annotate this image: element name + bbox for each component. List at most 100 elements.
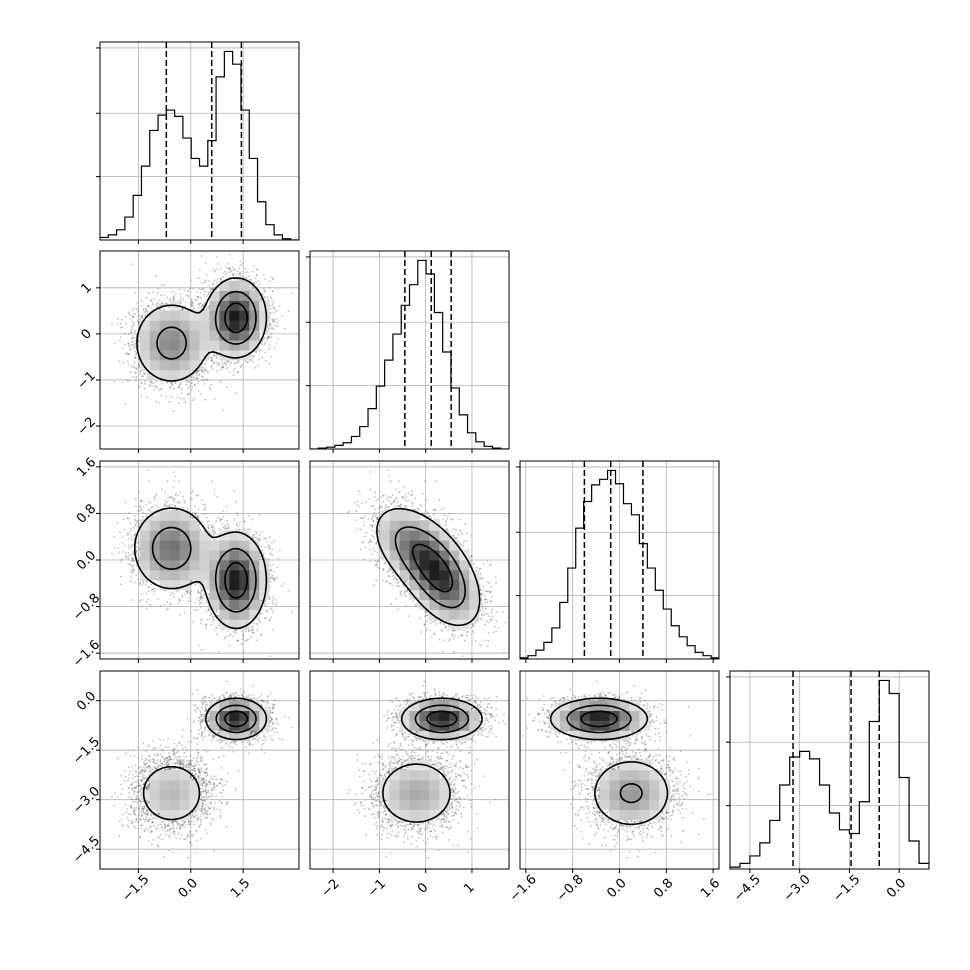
scatter-point: [150, 299, 153, 302]
scatter-point: [205, 306, 208, 309]
scatter-point: [248, 278, 251, 281]
scatter-point: [137, 281, 140, 284]
scatter-point: [191, 373, 194, 376]
scatter-point: [207, 293, 210, 296]
scatter-point: [211, 368, 214, 371]
scatter-point: [244, 271, 247, 274]
scatter-point: [203, 369, 206, 372]
scatter-point: [123, 332, 126, 335]
scatter-point: [190, 376, 193, 378]
histogram-bar: [100, 50, 299, 240]
scatter-point: [131, 336, 134, 339]
scatter-point: [203, 293, 205, 296]
scatter-point: [244, 268, 247, 270]
scatter-point: [140, 394, 142, 397]
scatter-point: [213, 279, 216, 282]
scatter-point: [123, 343, 126, 346]
scatter-point: [249, 358, 252, 361]
scatter-point: [185, 300, 187, 303]
scatter-point: [201, 304, 204, 306]
scatter-point: [130, 337, 133, 340]
scatter-point: [209, 388, 212, 391]
scatter-point: [208, 292, 210, 294]
scatter-point: [186, 379, 189, 382]
scatter-point: [201, 367, 204, 369]
scatter-point: [187, 289, 190, 292]
scatter-point: [138, 373, 141, 375]
scatter-point: [181, 392, 183, 394]
scatter-point: [217, 364, 219, 367]
scatter-point: [129, 317, 132, 320]
scatter-point: [211, 288, 214, 290]
scatter-point: [158, 308, 161, 311]
scatter-point: [185, 294, 188, 297]
scatter-point: [157, 287, 160, 290]
scatter-point: [134, 372, 137, 375]
scatter-point: [191, 300, 193, 303]
scatter-point: [201, 305, 204, 308]
scatter-point: [198, 304, 200, 307]
scatter-point: [146, 373, 149, 376]
scatter-point: [240, 263, 242, 266]
scatter-point: [134, 329, 137, 332]
scatter-point: [191, 386, 194, 388]
scatter-point: [168, 400, 171, 403]
scatter-point: [257, 280, 260, 282]
scatter-point: [161, 382, 163, 385]
scatter-point: [204, 363, 207, 365]
scatter-point: [157, 299, 160, 302]
scatter-point: [139, 369, 142, 372]
scatter-point: [155, 385, 158, 388]
scatter-point: [137, 323, 140, 326]
scatter-point: [230, 269, 232, 272]
scatter-point: [207, 305, 210, 307]
scatter-point: [124, 403, 127, 406]
scatter-point: [272, 278, 275, 281]
scatter-point: [193, 384, 196, 386]
scatter-point: [273, 307, 276, 309]
scatter-point: [155, 400, 158, 403]
scatter-point: [208, 386, 211, 389]
scatter-point: [182, 298, 185, 301]
scatter-point: [273, 328, 275, 331]
scatter-point: [245, 361, 248, 363]
scatter-point: [218, 362, 221, 365]
scatter-point: [213, 268, 215, 271]
scatter-point: [130, 365, 133, 368]
scatter-point: [113, 380, 116, 383]
scatter-point: [164, 303, 166, 305]
scatter-point: [273, 324, 276, 327]
scatter-point: [111, 322, 113, 325]
scatter-point: [199, 393, 202, 396]
scatter-point: [196, 370, 199, 373]
scatter-point: [160, 301, 163, 304]
scatter-point: [241, 248, 243, 250]
scatter-point: [217, 263, 220, 265]
scatter-point: [193, 307, 196, 310]
scatter-point: [225, 386, 228, 388]
scatter-point: [226, 360, 228, 363]
scatter-point: [118, 360, 121, 363]
scatter-point: [272, 307, 275, 310]
scatter-point: [204, 369, 207, 372]
scatter-point: [236, 278, 239, 281]
scatter-point: [120, 326, 122, 329]
scatter-point: [135, 353, 137, 356]
scatter-point: [152, 382, 155, 385]
scatter-point: [162, 307, 165, 310]
scatter-point: [151, 301, 154, 304]
scatter-point: [249, 354, 252, 357]
scatter-point: [187, 294, 190, 297]
scatter-point: [212, 283, 215, 286]
scatter-point: [153, 388, 156, 391]
scatter-point: [137, 358, 140, 361]
scatter-point: [226, 361, 229, 364]
scatter-point: [143, 382, 146, 385]
scatter-point: [191, 382, 193, 385]
scatter-point: [255, 274, 258, 277]
scatter-point: [160, 302, 163, 305]
scatter-point: [146, 311, 149, 313]
scatter-point: [190, 279, 193, 282]
scatter-point: [183, 305, 186, 308]
scatter-point: [264, 291, 267, 294]
